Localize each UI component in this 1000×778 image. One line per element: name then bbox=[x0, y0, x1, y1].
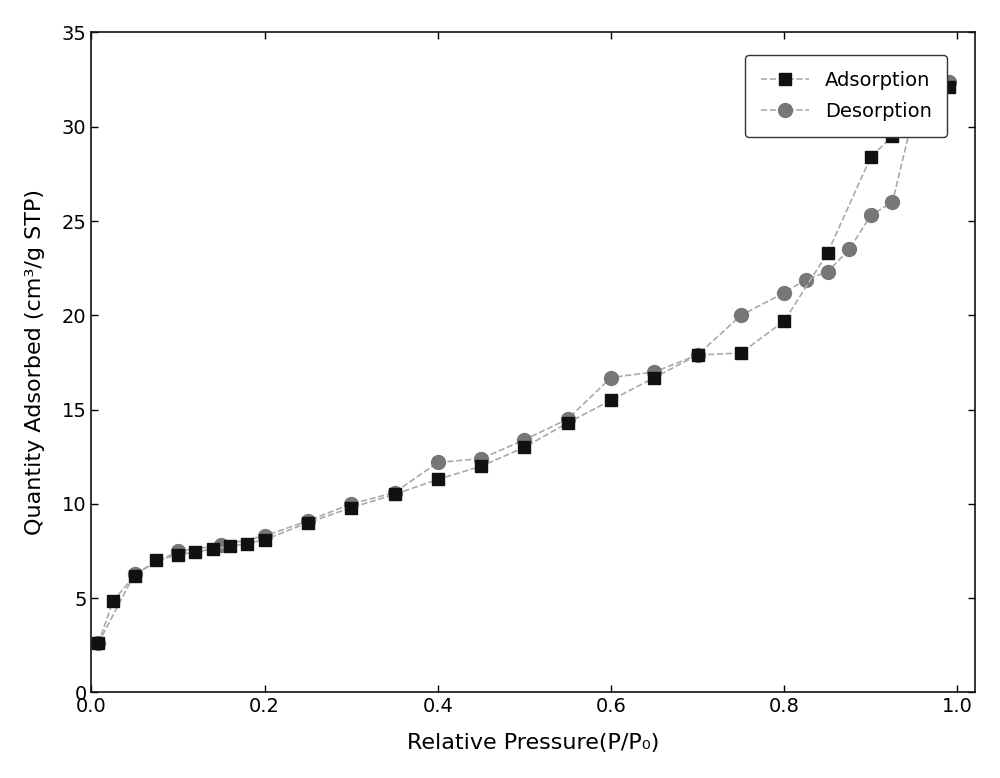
Desorption bbox=[648, 367, 660, 377]
Desorption bbox=[605, 373, 617, 382]
Adsorption bbox=[189, 548, 201, 557]
Line: Desorption: Desorption bbox=[91, 75, 956, 650]
Desorption bbox=[475, 454, 487, 464]
Adsorption bbox=[432, 475, 444, 484]
Desorption bbox=[778, 288, 790, 297]
Adsorption bbox=[886, 131, 898, 141]
Desorption bbox=[432, 457, 444, 467]
Adsorption bbox=[172, 550, 184, 559]
Adsorption bbox=[778, 317, 790, 326]
Desorption bbox=[886, 198, 898, 207]
Desorption bbox=[129, 569, 141, 578]
Desorption bbox=[822, 268, 834, 277]
Y-axis label: Quantity Adsorbed (cm³/g STP): Quantity Adsorbed (cm³/g STP) bbox=[25, 190, 45, 535]
Desorption bbox=[800, 275, 812, 284]
Desorption bbox=[692, 350, 704, 359]
Desorption bbox=[215, 541, 227, 550]
Desorption bbox=[843, 244, 855, 254]
Desorption bbox=[172, 546, 184, 555]
Desorption bbox=[518, 435, 530, 444]
Adsorption bbox=[92, 639, 104, 648]
Adsorption bbox=[129, 571, 141, 580]
Adsorption bbox=[822, 248, 834, 258]
Desorption bbox=[259, 531, 271, 541]
Adsorption bbox=[865, 152, 877, 162]
Adsorption bbox=[692, 350, 704, 359]
Adsorption bbox=[241, 539, 253, 548]
Adsorption bbox=[605, 395, 617, 405]
Adsorption bbox=[150, 555, 162, 565]
Adsorption bbox=[518, 443, 530, 452]
Desorption bbox=[865, 211, 877, 220]
Desorption bbox=[735, 310, 747, 320]
Adsorption bbox=[475, 461, 487, 471]
Desorption bbox=[943, 77, 955, 86]
Adsorption bbox=[943, 82, 955, 92]
Adsorption bbox=[930, 84, 942, 93]
Adsorption bbox=[302, 518, 314, 527]
Desorption bbox=[908, 107, 920, 117]
Line: Adsorption: Adsorption bbox=[92, 81, 955, 650]
Adsorption bbox=[345, 503, 357, 513]
Desorption bbox=[930, 82, 942, 92]
Adsorption bbox=[735, 349, 747, 358]
Desorption bbox=[562, 415, 574, 424]
Desorption bbox=[92, 639, 104, 648]
Adsorption bbox=[224, 541, 236, 551]
Adsorption bbox=[648, 373, 660, 382]
Adsorption bbox=[562, 418, 574, 427]
Desorption bbox=[389, 488, 401, 497]
Adsorption bbox=[107, 597, 119, 606]
Adsorption bbox=[259, 535, 271, 545]
Desorption bbox=[345, 499, 357, 509]
Adsorption bbox=[908, 107, 920, 117]
X-axis label: Relative Pressure(P/P₀): Relative Pressure(P/P₀) bbox=[407, 733, 659, 753]
Adsorption bbox=[207, 545, 219, 554]
Desorption bbox=[302, 517, 314, 526]
Legend: Adsorption, Desorption: Adsorption, Desorption bbox=[745, 55, 947, 137]
Adsorption bbox=[389, 490, 401, 499]
